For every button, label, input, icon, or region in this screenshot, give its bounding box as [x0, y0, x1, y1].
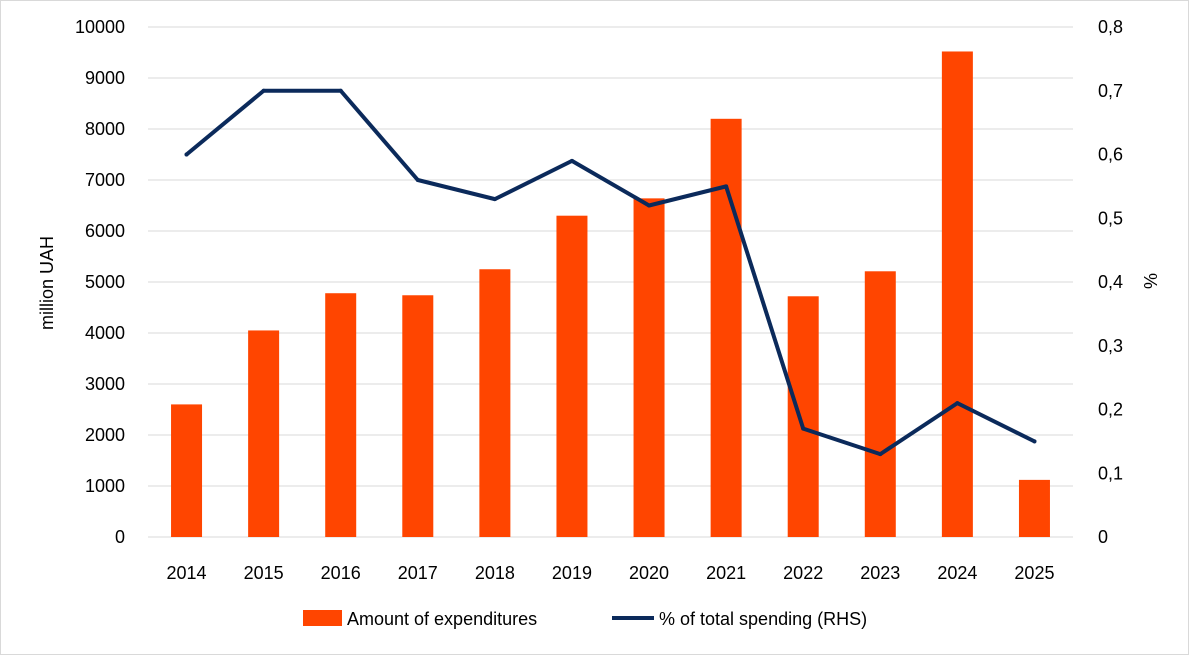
- y-tick-label-left: 2000: [85, 425, 125, 445]
- y-tick-label-left: 1000: [85, 476, 125, 496]
- y-tick-label-right: 0,5: [1098, 208, 1123, 228]
- x-tick-label: 2023: [860, 563, 900, 583]
- line-point: [338, 88, 343, 93]
- y-tick-label-right: 0,6: [1098, 145, 1123, 165]
- y-tick-label-right: 0,1: [1098, 463, 1123, 483]
- x-axis-ticks: 2014 2015 2016 2017 2018 2019 2020 2021 2022 2023…: [167, 563, 1055, 583]
- x-tick-label: 2024: [937, 563, 977, 583]
- line-point: [1032, 439, 1037, 444]
- y-tick-label-left: 6000: [85, 221, 125, 241]
- y-tick-label-left: 10000: [75, 17, 125, 37]
- bar: [710, 118, 742, 538]
- line-point: [492, 197, 497, 202]
- left-axis-ticks: 0 1000 2000 3000 4000 5000 6000 7000 8000 9000 100…: [75, 17, 125, 547]
- bar: [479, 269, 511, 537]
- bar: [171, 404, 203, 537]
- y-tick-label-right: 0,4: [1098, 272, 1123, 292]
- x-tick-label: 2014: [167, 563, 207, 583]
- line-series: [184, 88, 1037, 457]
- y-tick-label-right: 0: [1098, 527, 1108, 547]
- line-point: [261, 88, 266, 93]
- x-tick-label: 2025: [1014, 563, 1054, 583]
- legend: Amount of expenditures % of total spendi…: [303, 609, 867, 629]
- bar: [325, 293, 357, 537]
- bar-series: [171, 51, 1050, 538]
- x-tick-label: 2020: [629, 563, 669, 583]
- y-tick-label-right: 0,7: [1098, 81, 1123, 101]
- y-tick-label-left: 9000: [85, 68, 125, 88]
- y-tick-label-right: 0,3: [1098, 336, 1123, 356]
- legend-label-line: % of total spending (RHS): [659, 609, 867, 629]
- x-tick-label: 2019: [552, 563, 592, 583]
- right-axis-ticks: 0 0,1 0,2 0,3 0,4 0,5 0,6 0,7 0,8: [1098, 17, 1123, 547]
- x-tick-label: 2017: [398, 563, 438, 583]
- y-tick-label-left: 3000: [85, 374, 125, 394]
- x-tick-label: 2022: [783, 563, 823, 583]
- y-tick-label-left: 7000: [85, 170, 125, 190]
- bar: [556, 215, 588, 537]
- x-tick-label: 2018: [475, 563, 515, 583]
- y-tick-label-left: 8000: [85, 119, 125, 139]
- line-point: [801, 426, 806, 431]
- y-axis-title-right: %: [1140, 273, 1160, 289]
- bar: [864, 271, 896, 537]
- y-tick-label-left: 0: [115, 527, 125, 547]
- line-point: [724, 184, 729, 189]
- bar: [248, 330, 280, 537]
- line-point: [878, 452, 883, 457]
- y-tick-label-left: 5000: [85, 272, 125, 292]
- x-tick-label: 2015: [244, 563, 284, 583]
- y-tick-label-right: 0,8: [1098, 17, 1123, 37]
- y-tick-label-left: 4000: [85, 323, 125, 343]
- x-tick-label: 2021: [706, 563, 746, 583]
- bar: [402, 295, 434, 537]
- line-point: [647, 203, 652, 208]
- bar: [1018, 479, 1050, 537]
- line-point: [184, 152, 189, 157]
- gridlines: [148, 26, 1073, 538]
- y-tick-label-right: 0,2: [1098, 400, 1123, 420]
- line-point: [955, 401, 960, 406]
- line-point: [569, 158, 574, 163]
- bar: [787, 296, 819, 537]
- y-axis-title-left: million UAH: [37, 236, 57, 330]
- series-line: [184, 88, 1037, 457]
- legend-swatch-bar: [303, 610, 342, 626]
- bar: [941, 51, 973, 537]
- line-point: [415, 178, 420, 182]
- legend-label-bar: Amount of expenditures: [347, 609, 537, 629]
- bar: [633, 198, 665, 538]
- x-tick-label: 2016: [321, 563, 361, 583]
